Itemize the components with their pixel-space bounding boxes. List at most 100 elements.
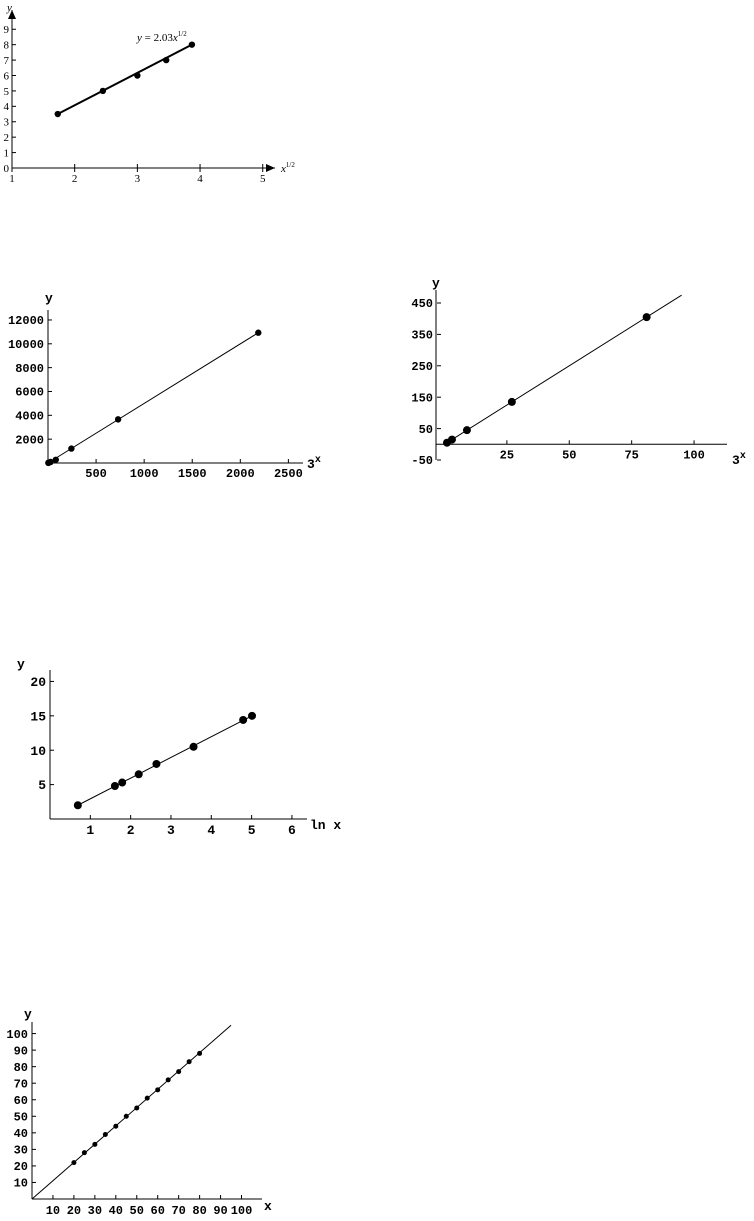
chart-2-x-tick-label-0: 500 (85, 467, 107, 481)
chart-3-fit-line (444, 294, 682, 445)
chart-5-y-tick-label-5: 60 (14, 1094, 28, 1108)
chart-5-y-tick-label-7: 80 (14, 1061, 28, 1075)
chart-2-point-5 (114, 416, 122, 423)
chart-5-point-2 (92, 1141, 98, 1147)
chart-4: y ln x 1 2 3 4 5 6 5 10 15 20 (17, 657, 341, 838)
chart-1-point-2 (134, 72, 141, 79)
chart-1-y-tick-label-3: 3 (4, 117, 10, 129)
chart-2-y-tick-label-4: 10000 (8, 338, 44, 352)
chart-5: y x 10 20 30 40 50 60 70 80 90 100 10 20 30 40 50 60 70 8… (6, 1007, 272, 1218)
chart-2-y-tick-label-2: 6000 (15, 386, 44, 400)
chart-5-x-tick-label-9: 100 (231, 1204, 253, 1218)
chart-5-y-tick-label-8: 90 (14, 1044, 28, 1058)
chart-2-x-tick-label-2: 1500 (178, 467, 207, 481)
chart-3-point-1 (447, 435, 456, 444)
chart-5-y-tick-label-3: 40 (14, 1127, 28, 1141)
chart-3-point-3 (507, 397, 516, 406)
chart-3-x-axis-label: 3x (732, 451, 746, 468)
chart-2-x-tick-label-4: 2500 (274, 467, 303, 481)
chart-1-x-tick-label-0: 1 (9, 173, 15, 185)
chart-1-point-4 (188, 41, 196, 48)
chart-4-x-tick-label-5: 6 (288, 823, 296, 838)
chart-3-axes: y 3x (432, 276, 746, 468)
chart-2: y 3x 500 1000 1500 2000 2500 2000 4000 6000 8000… (8, 291, 321, 481)
chart-5-point-0 (71, 1160, 77, 1166)
chart-2-x-tick-label-3: 2000 (226, 467, 255, 481)
chart-5-x-tick-label-5: 60 (151, 1204, 165, 1218)
chart-5-x-tick-label-3: 40 (109, 1204, 123, 1218)
chart-3-y-tick-label-2: 150 (411, 391, 433, 405)
chart-1-annotation: y = 2.03x1/2 (136, 30, 187, 44)
chart-5-point-1 (81, 1150, 87, 1156)
chart-5-axes: y x (24, 1007, 272, 1214)
chart-1-x-tick-label-1: 2 (72, 173, 78, 185)
chart-4-y-tick-label-2: 15 (30, 709, 46, 724)
chart-5-x-tick-label-7: 80 (192, 1204, 206, 1218)
chart-1-fit-line (57, 43, 193, 115)
chart-5-point-5 (123, 1113, 129, 1119)
chart-4-point-1 (110, 781, 119, 790)
chart-4-fit-line (77, 715, 253, 806)
chart-1-point-3 (163, 56, 170, 64)
chart-4-y-tick-label-0: 5 (38, 778, 46, 793)
chart-4-point-2 (118, 778, 127, 787)
chart-3-y-tick-label-0: -50 (411, 454, 433, 468)
chart-1-y-tick-label-0: 0 (4, 163, 10, 175)
chart-2-point-6 (255, 329, 262, 336)
chart-5-x-tick-label-8: 90 (213, 1204, 227, 1218)
chart-5-point-3 (102, 1131, 108, 1137)
chart-5-point-7 (144, 1095, 150, 1101)
chart-2-y-tick-label-3: 8000 (15, 362, 44, 376)
chart-5-x-tick-label-2: 30 (88, 1204, 102, 1218)
chart-5-point-10 (176, 1069, 182, 1075)
chart-4-y-tick-label-3: 20 (30, 675, 46, 690)
chart-5-point-9 (165, 1077, 171, 1083)
chart-4-point-3 (134, 770, 143, 779)
chart-1-point-0 (54, 110, 61, 118)
chart-4-axes: y ln x (17, 657, 341, 833)
chart-5-x-axis-label: x (264, 1199, 272, 1214)
chart-1-x-axis-label: x1/2 (280, 161, 295, 175)
chart-1-y-tick-label-1: 1 (4, 147, 10, 159)
chart-1-x-tick-label-3: 4 (197, 173, 203, 185)
chart-5-y-tick-label-6: 70 (14, 1077, 28, 1091)
chart-1-x-tick-label-2: 3 (135, 173, 141, 185)
chart-4-y-axis-label: y (17, 657, 25, 672)
chart-3-x-tick-label-3: 100 (683, 448, 705, 462)
chart-4-x-tick-label-2: 3 (167, 823, 175, 838)
chart-5-point-8 (155, 1087, 161, 1093)
chart-3-y-tick-label-3: 250 (411, 360, 433, 374)
chart-5-x-tick-label-0: 10 (46, 1204, 60, 1218)
chart-2-y-axis-label: y (45, 291, 53, 306)
chart-3-point-4 (642, 313, 651, 322)
chart-5-x-tick-label-1: 20 (67, 1204, 81, 1218)
chart-3-y-tick-label-4: 350 (411, 329, 433, 343)
chart-2-axes: y 3x (45, 291, 321, 472)
chart-5-y-tick-label-2: 30 (14, 1144, 28, 1158)
chart-3-x-tick-label-0: 25 (500, 448, 514, 462)
chart-4-point-5 (189, 742, 198, 751)
chart-1-y-tick-label-4: 4 (4, 101, 10, 113)
chart-2-x-tick-label-1: 1000 (130, 467, 159, 481)
chart-1-y-tick-label-9: 9 (4, 24, 10, 36)
chart-4-point-4 (152, 759, 161, 768)
chart-5-point-11 (186, 1059, 192, 1065)
chart-1-axes: y x1/2 y = 2.03x1/2 (6, 2, 295, 175)
chart-5-y-tick-label-4: 50 (14, 1110, 28, 1124)
chart-3-x-tick-label-2: 75 (624, 448, 638, 462)
chart-5-point-4 (113, 1123, 119, 1129)
chart-1-y-tick-label-6: 6 (4, 70, 10, 82)
chart-2-x-axis-label: 3x (307, 455, 321, 472)
chart-3-y-tick-label-1: 50 (419, 423, 433, 437)
chart-3-y-tick-label-5: 450 (411, 297, 433, 311)
chart-1-y-tick-label-7: 7 (4, 55, 10, 67)
chart-3-x-tick-label-1: 50 (562, 448, 576, 462)
chart-1-y-tick-label-2: 2 (4, 132, 10, 144)
chart-5-point-6 (134, 1105, 140, 1111)
chart-3-y-axis-label: y (432, 276, 440, 291)
chart-3-point-2 (462, 426, 471, 435)
chart-2-fit-line (47, 332, 259, 464)
chart-1-x-tick-label-4: 5 (260, 173, 266, 185)
chart-2-point-4 (68, 445, 75, 452)
chart-4-x-tick-label-4: 5 (248, 823, 256, 838)
